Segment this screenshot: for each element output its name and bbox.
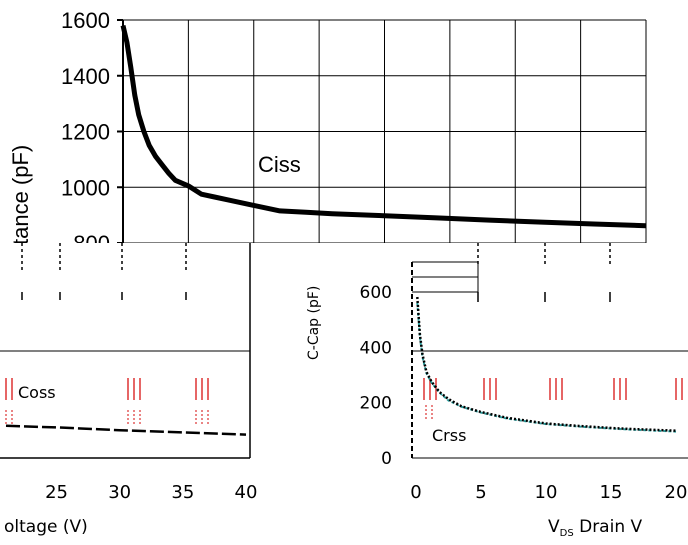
crss-x-tick-labels: 0 5 10 15 20 [410,482,687,503]
crss-x-tick-label: 20 [665,482,688,503]
crss-chart: 600 400 200 0 0 5 10 15 20 C-Cap (pF) Crss VDS … [306,243,688,539]
ciss-y-tick-label: 1000 [61,175,110,200]
crss-x-tick-label: 10 [535,482,558,503]
ciss-y-tick-label: 1600 [61,8,110,33]
ciss-y-tick-label: 1200 [61,120,110,145]
ciss-y-axis-label: tance (pF) [8,145,33,245]
ciss-series-label: Ciss [258,152,301,177]
crss-curve [416,296,677,432]
ciss-y-tick-label: 1400 [61,64,110,89]
overlap-mask [0,243,688,545]
coss-grid [0,243,251,459]
coss-x-tick-label: 30 [108,482,131,503]
crss-y-axis-label: C-Cap (pF) [306,286,322,360]
ciss-chart: 1600140012001000800 tance (pF) Ciss [8,8,647,256]
crss-series-label: Crss [432,426,466,445]
crss-y-tick-label: 0 [381,449,392,469]
crss-y-tick-labels: 600 400 200 0 [360,283,392,469]
coss-series-label: Coss [18,383,56,402]
vds-axis-label: VDS Drain V [548,517,643,539]
crss-grid [411,243,688,459]
crss-x-tick-label: 0 [410,482,421,503]
coss-x-tick-label: 35 [171,482,194,503]
crss-y-tick-label: 200 [360,394,392,414]
coss-x-tick-label: 25 [45,482,68,503]
crss-x-tick-label: 15 [600,482,623,503]
crss-y-tick-label: 400 [360,338,392,358]
coss-curve [5,424,247,436]
ciss-y-tick-labels: 1600140012001000800 [61,8,123,256]
coss-chart: 25 30 35 40 oltage (V) Coss [0,243,257,537]
ciss-curve [120,25,647,229]
coss-x-tick-labels: 25 30 35 40 [45,482,257,503]
crss-x-tick-label: 5 [475,482,486,503]
crss-y-tick-label: 600 [360,283,392,303]
coss-x-tick-label: 40 [235,482,258,503]
ciss-grid [122,19,647,244]
coss-x-axis-label: oltage (V) [4,517,88,537]
